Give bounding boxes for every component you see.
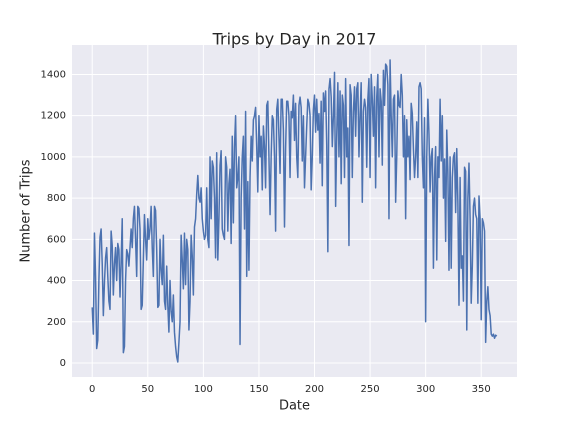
y-tick-label: 800 <box>47 193 66 204</box>
y-axis-label: Number of Trips <box>19 159 34 262</box>
x-tick-label: 350 <box>472 384 491 395</box>
x-axis-label: Date <box>279 399 310 414</box>
y-tick-label: 400 <box>47 276 66 287</box>
x-tick-label: 0 <box>89 384 95 395</box>
x-tick-label: 250 <box>361 384 380 395</box>
chart-title: Trips by Day in 2017 <box>212 30 377 49</box>
x-tick-label: 300 <box>416 384 435 395</box>
y-tick-label: 1400 <box>41 69 66 80</box>
y-tick-label: 200 <box>47 317 66 328</box>
x-tick-label: 150 <box>249 384 268 395</box>
y-tick-label: 1000 <box>41 152 66 163</box>
x-tick-label: 200 <box>305 384 324 395</box>
y-tick-label: 0 <box>60 358 66 369</box>
x-tick-label: 100 <box>194 384 213 395</box>
data-line <box>91 59 498 363</box>
x-tick-label: 50 <box>141 384 154 395</box>
y-tick-label: 600 <box>47 234 66 245</box>
y-tick-label: 1200 <box>41 111 66 122</box>
